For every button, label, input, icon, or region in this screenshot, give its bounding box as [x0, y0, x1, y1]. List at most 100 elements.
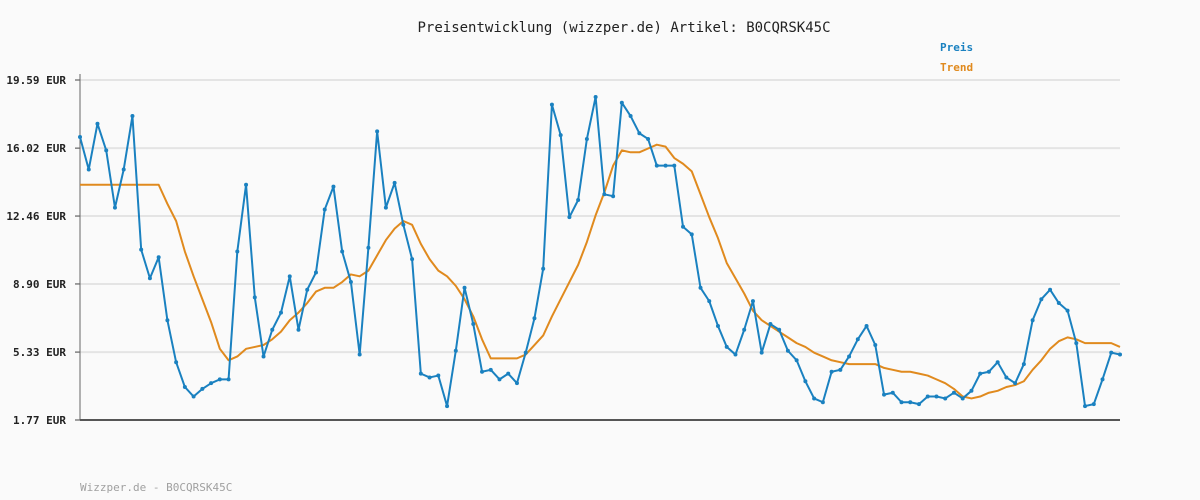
- data-point-preis: [576, 198, 581, 203]
- data-point-preis: [488, 367, 493, 372]
- data-point-preis: [541, 266, 546, 271]
- data-point-preis: [1039, 297, 1044, 302]
- data-point-preis: [960, 396, 965, 401]
- data-point-preis: [1013, 381, 1018, 386]
- data-point-preis: [698, 285, 703, 290]
- data-point-preis: [375, 129, 380, 134]
- data-point-preis: [672, 163, 677, 168]
- y-tick-label: 8.90 EUR: [13, 278, 66, 291]
- data-point-preis: [357, 352, 362, 357]
- data-point-preis: [340, 249, 345, 254]
- data-point-preis: [663, 163, 668, 168]
- data-point-preis: [1100, 377, 1105, 382]
- data-point-preis: [593, 94, 598, 99]
- data-point-preis: [742, 327, 747, 332]
- data-point-preis: [174, 360, 179, 365]
- data-point-preis: [226, 377, 231, 382]
- data-point-preis: [986, 369, 991, 374]
- data-point-preis: [794, 358, 799, 363]
- data-point-preis: [855, 337, 860, 342]
- data-point-preis: [978, 371, 983, 376]
- data-point-preis: [112, 205, 117, 210]
- data-point-preis: [969, 388, 974, 393]
- data-point-preis: [549, 102, 554, 107]
- y-tick-label: 12.46 EUR: [6, 210, 66, 223]
- data-point-preis: [78, 135, 82, 140]
- data-point-preis: [558, 133, 563, 138]
- data-point-preis: [847, 354, 852, 359]
- data-point-preis: [462, 285, 467, 290]
- data-point-preis: [908, 400, 913, 405]
- data-point-preis: [995, 360, 1000, 365]
- data-point-preis: [733, 352, 738, 357]
- data-point-preis: [139, 247, 144, 252]
- data-point-preis: [497, 377, 502, 382]
- y-tick-label: 5.33 EUR: [13, 346, 66, 359]
- data-point-preis: [864, 323, 869, 328]
- data-point-preis: [759, 350, 764, 355]
- data-point-preis: [130, 114, 135, 119]
- y-tick-label: 1.77 EUR: [13, 414, 66, 427]
- footer-credit: Wizzper.de - B0CQRSK45C: [80, 481, 232, 494]
- data-point-preis: [156, 255, 161, 260]
- data-point-preis: [689, 232, 694, 237]
- data-point-preis: [165, 318, 170, 323]
- series-line-trend: [80, 143, 1121, 400]
- data-point-preis: [296, 327, 301, 332]
- data-point-preis: [1021, 362, 1026, 367]
- data-point-preis: [217, 377, 222, 382]
- data-point-preis: [602, 192, 607, 197]
- data-point-preis: [209, 381, 214, 386]
- legend-trend: Trend: [940, 61, 973, 74]
- data-point-preis: [1118, 352, 1122, 357]
- data-point-preis: [646, 136, 651, 141]
- series-layer: [78, 94, 1122, 409]
- data-point-preis: [1109, 350, 1114, 355]
- data-point-preis: [244, 182, 249, 187]
- data-point-preis: [235, 249, 240, 254]
- data-point-preis: [567, 215, 572, 220]
- y-tick-label: 19.59 EUR: [6, 74, 66, 87]
- data-point-preis: [882, 392, 887, 397]
- data-point-preis: [252, 295, 257, 300]
- data-point-preis: [147, 276, 152, 281]
- data-point-preis: [392, 180, 397, 185]
- data-point-preis: [305, 287, 310, 292]
- data-point-preis: [313, 270, 318, 275]
- data-point-preis: [724, 344, 729, 349]
- data-point-preis: [873, 343, 878, 348]
- data-point-preis: [480, 369, 485, 374]
- data-point-preis: [445, 404, 450, 409]
- data-point-preis: [436, 373, 441, 378]
- data-point-preis: [427, 375, 432, 380]
- chart-title: Preisentwicklung (wizzper.de) Artikel: B…: [417, 20, 830, 36]
- data-point-preis: [270, 327, 275, 332]
- y-axis-ticks: 1.77 EUR 5.33 EUR 8.90 EUR 12.46 EUR 16.02 E…: [6, 74, 1120, 427]
- data-point-preis: [637, 131, 642, 136]
- data-point-preis: [654, 163, 659, 168]
- data-point-preis: [951, 390, 956, 395]
- data-point-preis: [1048, 287, 1053, 292]
- grid-lines: [80, 79, 1120, 421]
- data-point-preis: [838, 367, 843, 372]
- data-point-preis: [1083, 404, 1088, 409]
- data-point-preis: [1056, 301, 1061, 306]
- data-point-preis: [768, 322, 773, 327]
- data-point-preis: [366, 245, 371, 250]
- data-point-preis: [785, 348, 790, 353]
- data-point-preis: [418, 371, 423, 376]
- data-point-preis: [532, 316, 537, 321]
- data-point-preis: [453, 348, 458, 353]
- data-point-preis: [1030, 318, 1035, 323]
- data-point-preis: [1091, 402, 1096, 407]
- data-point-preis: [925, 394, 930, 399]
- data-point-preis: [1004, 375, 1009, 380]
- data-point-preis: [383, 205, 388, 210]
- data-point-preis: [1065, 308, 1070, 313]
- data-point-preis: [584, 136, 589, 141]
- data-point-preis: [803, 379, 808, 384]
- legend-preis: Preis: [940, 41, 973, 54]
- data-point-preis: [943, 396, 948, 401]
